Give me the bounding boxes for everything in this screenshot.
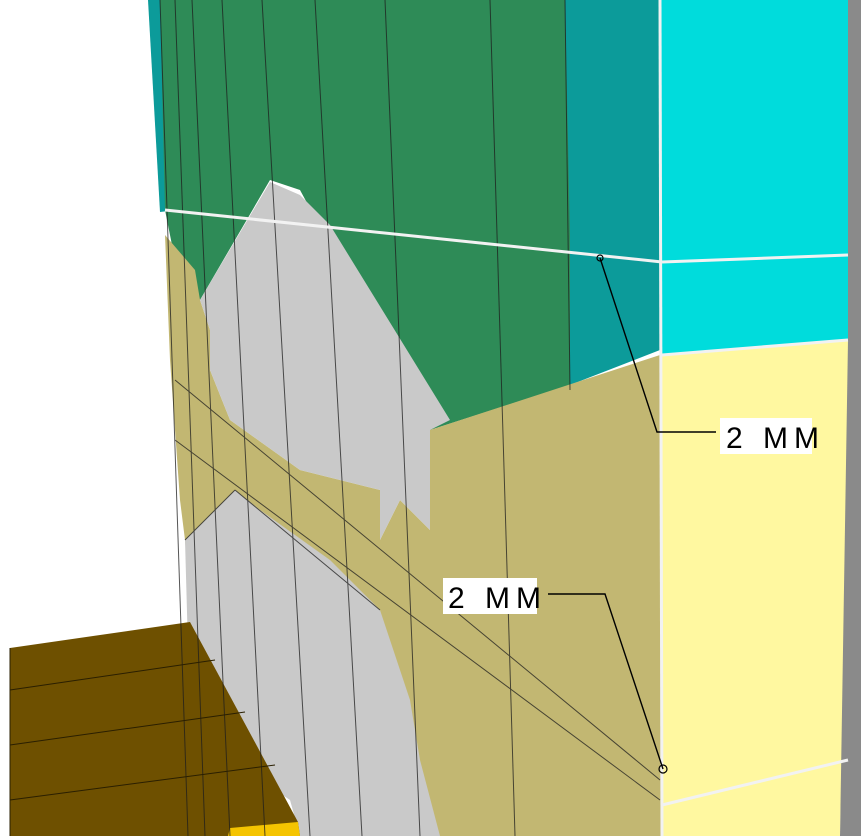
pale-yellow-column [660, 340, 848, 836]
lower-leader-anchor [658, 764, 668, 774]
cyan-column [660, 0, 848, 355]
white-grout-lines [164, 0, 849, 836]
lower-label-box [443, 578, 537, 614]
brown-stack-lines [9, 648, 276, 836]
annotation-leaders [548, 257, 716, 770]
upper-label-box [720, 418, 812, 454]
wall-side-edge [840, 0, 861, 836]
green-tile-area [160, 0, 595, 430]
upper-dimension-label: 2 MM [726, 422, 825, 455]
upper-leader-anchor [596, 254, 604, 262]
gold-tile-edge [228, 822, 300, 836]
gray-mountain-upper [200, 182, 450, 540]
upper-leader-line [599, 257, 716, 433]
dark-teal-column [565, 0, 660, 385]
lower-dimension-label: 2 MM [448, 582, 547, 615]
lower-leader-line [548, 593, 664, 770]
